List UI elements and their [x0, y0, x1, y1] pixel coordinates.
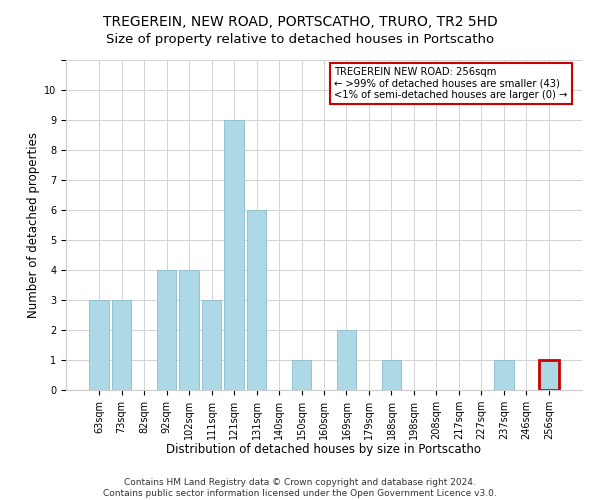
Y-axis label: Number of detached properties: Number of detached properties: [27, 132, 40, 318]
Bar: [202, 300, 221, 390]
Bar: [224, 120, 244, 390]
Text: TREGEREIN, NEW ROAD, PORTSCATHO, TRURO, TR2 5HD: TREGEREIN, NEW ROAD, PORTSCATHO, TRURO, …: [103, 15, 497, 29]
Text: Contains HM Land Registry data © Crown copyright and database right 2024.
Contai: Contains HM Land Registry data © Crown c…: [103, 478, 497, 498]
Bar: [157, 270, 176, 390]
Bar: [494, 360, 514, 390]
Text: Size of property relative to detached houses in Portscatho: Size of property relative to detached ho…: [106, 32, 494, 46]
Bar: [179, 270, 199, 390]
X-axis label: Distribution of detached houses by size in Portscatho: Distribution of detached houses by size …: [167, 444, 482, 456]
Bar: [247, 210, 266, 390]
Bar: [337, 330, 356, 390]
Bar: [539, 360, 559, 390]
Bar: [89, 300, 109, 390]
Bar: [292, 360, 311, 390]
Text: TREGEREIN NEW ROAD: 256sqm
← >99% of detached houses are smaller (43)
<1% of sem: TREGEREIN NEW ROAD: 256sqm ← >99% of det…: [334, 66, 568, 100]
Bar: [112, 300, 131, 390]
Bar: [382, 360, 401, 390]
